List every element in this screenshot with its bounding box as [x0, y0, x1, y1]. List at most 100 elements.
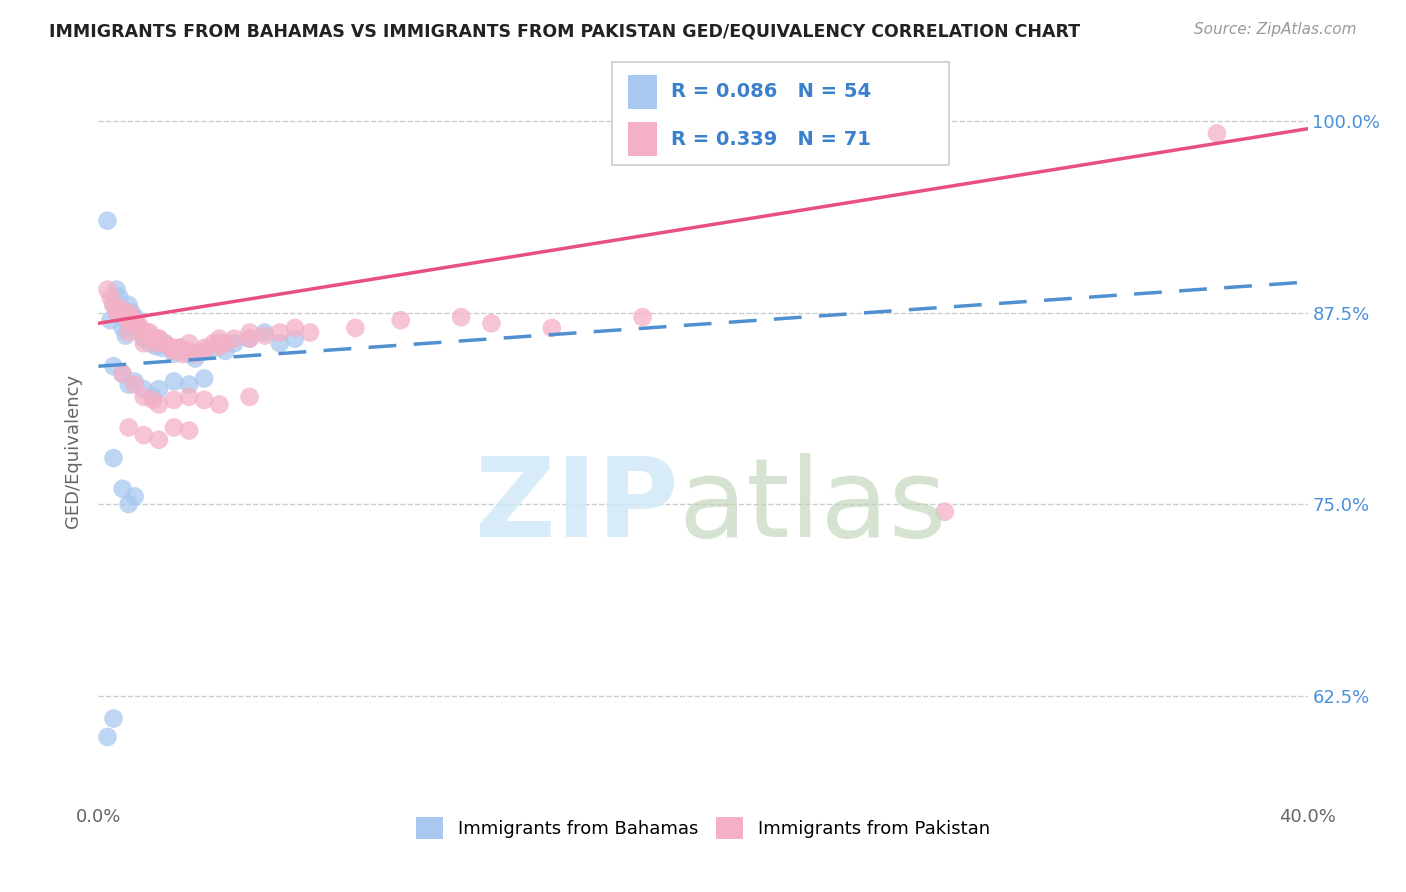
- Point: [96, 213, 118, 227]
- Point: [127, 321, 149, 335]
- Point: [179, 336, 201, 351]
- Point: [135, 328, 157, 343]
- Point: [179, 347, 201, 361]
- Point: [135, 326, 157, 340]
- Point: [127, 316, 149, 330]
- Point: [148, 433, 170, 447]
- Point: [103, 712, 125, 726]
- Point: [202, 336, 225, 351]
- Point: [269, 336, 291, 351]
- Point: [150, 341, 173, 355]
- Point: [132, 336, 155, 351]
- Point: [214, 343, 236, 358]
- Point: [96, 283, 118, 297]
- Point: [111, 367, 134, 381]
- Point: [132, 332, 155, 346]
- Point: [193, 371, 215, 385]
- Point: [124, 313, 146, 327]
- Point: [224, 332, 246, 346]
- Point: [148, 336, 170, 351]
- Text: R = 0.086   N = 54: R = 0.086 N = 54: [671, 82, 870, 102]
- Point: [129, 326, 152, 340]
- Point: [145, 339, 167, 353]
- Point: [118, 420, 141, 434]
- Point: [121, 310, 143, 325]
- Point: [208, 339, 231, 353]
- Point: [132, 428, 155, 442]
- Point: [100, 313, 122, 327]
- Point: [193, 343, 215, 358]
- Point: [163, 420, 186, 434]
- Point: [224, 336, 246, 351]
- Point: [124, 316, 146, 330]
- Point: [163, 375, 186, 389]
- Point: [163, 341, 186, 355]
- Point: [129, 321, 152, 335]
- Point: [105, 305, 128, 319]
- Point: [163, 347, 186, 361]
- Point: [124, 375, 146, 389]
- Point: [153, 336, 176, 351]
- Point: [450, 310, 472, 325]
- Point: [118, 326, 141, 340]
- Point: [132, 390, 155, 404]
- Point: [118, 313, 141, 327]
- Point: [208, 397, 231, 411]
- Point: [934, 505, 956, 519]
- Point: [239, 332, 262, 346]
- Point: [142, 390, 165, 404]
- Point: [142, 392, 165, 407]
- Point: [153, 336, 176, 351]
- Y-axis label: GED/Equivalency: GED/Equivalency: [65, 374, 83, 527]
- Point: [284, 332, 307, 346]
- Point: [111, 321, 134, 335]
- Point: [299, 326, 322, 340]
- Point: [108, 301, 131, 315]
- Point: [269, 326, 291, 340]
- Point: [124, 490, 146, 504]
- Point: [160, 341, 183, 355]
- Point: [142, 332, 165, 346]
- Point: [202, 341, 225, 355]
- Point: [631, 310, 654, 325]
- Point: [179, 424, 201, 438]
- Point: [103, 359, 125, 374]
- Point: [118, 298, 141, 312]
- Point: [184, 351, 207, 366]
- Point: [96, 730, 118, 744]
- Point: [389, 313, 412, 327]
- Point: [193, 392, 215, 407]
- Text: Source: ZipAtlas.com: Source: ZipAtlas.com: [1194, 22, 1357, 37]
- Point: [139, 336, 162, 351]
- Point: [132, 382, 155, 396]
- Point: [118, 377, 141, 392]
- Point: [179, 377, 201, 392]
- Point: [163, 343, 186, 358]
- Point: [540, 321, 562, 335]
- Point: [193, 343, 215, 358]
- Point: [169, 341, 191, 355]
- Point: [139, 326, 162, 340]
- Point: [239, 390, 262, 404]
- Point: [114, 310, 136, 325]
- Point: [344, 321, 367, 335]
- Text: R = 0.339   N = 71: R = 0.339 N = 71: [671, 129, 870, 149]
- Point: [163, 392, 186, 407]
- Text: atlas: atlas: [679, 453, 948, 560]
- Point: [239, 326, 262, 340]
- Legend: Immigrants from Bahamas, Immigrants from Pakistan: Immigrants from Bahamas, Immigrants from…: [409, 810, 997, 847]
- Text: ZIP: ZIP: [475, 453, 679, 560]
- Point: [124, 377, 146, 392]
- Point: [169, 341, 191, 355]
- Point: [179, 390, 201, 404]
- Point: [253, 326, 276, 340]
- Point: [103, 451, 125, 466]
- Point: [208, 332, 231, 346]
- Point: [148, 397, 170, 411]
- Point: [111, 367, 134, 381]
- Point: [118, 305, 141, 319]
- Point: [121, 313, 143, 327]
- Point: [1206, 126, 1229, 140]
- Point: [118, 497, 141, 511]
- Point: [145, 336, 167, 351]
